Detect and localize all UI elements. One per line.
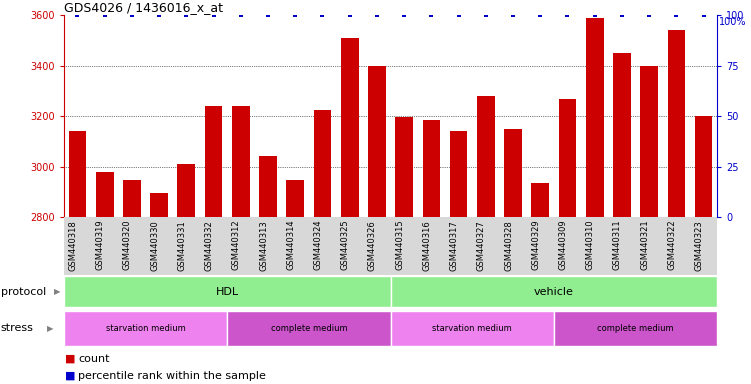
Point [398, 12, 410, 18]
Point [262, 12, 274, 18]
Point [316, 12, 328, 18]
Bar [423, 120, 440, 217]
Bar [559, 99, 576, 217]
Text: GDS4026 / 1436016_x_at: GDS4026 / 1436016_x_at [64, 1, 223, 14]
Text: GSM440317: GSM440317 [450, 220, 459, 271]
Text: GSM440328: GSM440328 [504, 220, 513, 271]
Text: GSM440311: GSM440311 [613, 220, 622, 270]
Bar [232, 106, 249, 217]
Point [589, 12, 601, 18]
Bar [477, 96, 495, 217]
Bar [391, 311, 554, 346]
Point [507, 12, 519, 18]
Point [126, 12, 138, 18]
Bar [64, 276, 391, 307]
Point [98, 12, 110, 18]
Point [562, 12, 574, 18]
Bar [532, 183, 549, 217]
Text: vehicle: vehicle [534, 287, 574, 297]
Point [425, 12, 437, 18]
Bar [341, 38, 358, 217]
Bar [613, 53, 631, 217]
Bar [150, 193, 168, 217]
Text: protocol: protocol [1, 287, 46, 297]
Text: stress: stress [1, 323, 34, 333]
Text: GSM440318: GSM440318 [68, 220, 77, 271]
Text: HDL: HDL [216, 287, 239, 297]
Point [71, 12, 83, 18]
Text: GSM440321: GSM440321 [640, 220, 649, 270]
Point [643, 12, 655, 18]
Bar [504, 129, 522, 217]
Point [453, 12, 465, 18]
Text: GSM440323: GSM440323 [695, 220, 704, 271]
Point [698, 12, 710, 18]
Text: GSM440314: GSM440314 [286, 220, 295, 270]
Text: complete medium: complete medium [270, 324, 347, 333]
Bar [391, 276, 717, 307]
Bar [554, 311, 717, 346]
Point [616, 12, 628, 18]
Bar [450, 131, 467, 217]
Text: GSM440332: GSM440332 [204, 220, 213, 271]
Text: GSM440319: GSM440319 [95, 220, 104, 270]
Text: GSM440330: GSM440330 [150, 220, 159, 271]
Bar [668, 30, 685, 217]
Point [289, 12, 301, 18]
Text: 100%: 100% [719, 17, 746, 27]
Point [180, 12, 192, 18]
Bar [259, 157, 277, 217]
Text: GSM440324: GSM440324 [313, 220, 322, 270]
Bar [368, 66, 386, 217]
Text: GSM440329: GSM440329 [531, 220, 540, 270]
Text: GSM440316: GSM440316 [422, 220, 431, 271]
Text: ■: ■ [65, 371, 76, 381]
Text: GSM440325: GSM440325 [341, 220, 350, 270]
Bar [641, 66, 658, 217]
Text: ▶: ▶ [54, 287, 61, 296]
Text: GSM440315: GSM440315 [395, 220, 404, 270]
Bar [286, 180, 304, 217]
Point [671, 12, 683, 18]
Point [153, 12, 165, 18]
Text: GSM440313: GSM440313 [259, 220, 268, 271]
Bar [695, 116, 713, 217]
Bar [96, 172, 113, 217]
Text: GSM440327: GSM440327 [477, 220, 486, 271]
Bar [314, 110, 331, 217]
Text: GSM440331: GSM440331 [177, 220, 186, 271]
Text: GSM440326: GSM440326 [368, 220, 377, 271]
Point [534, 12, 546, 18]
Point [344, 12, 356, 18]
Point [371, 12, 383, 18]
Text: GSM440312: GSM440312 [232, 220, 241, 270]
Text: complete medium: complete medium [597, 324, 674, 333]
Point [207, 12, 219, 18]
Text: GSM440322: GSM440322 [668, 220, 677, 270]
Text: ■: ■ [65, 354, 76, 364]
Point [235, 12, 247, 18]
Bar [123, 180, 140, 217]
Text: percentile rank within the sample: percentile rank within the sample [78, 371, 266, 381]
Bar [395, 118, 413, 217]
Bar [64, 311, 227, 346]
Bar [177, 164, 195, 217]
Bar [227, 311, 391, 346]
Bar [586, 18, 604, 217]
Text: starvation medium: starvation medium [106, 324, 185, 333]
Bar [64, 217, 717, 275]
Bar [205, 106, 222, 217]
Point [480, 12, 492, 18]
Bar [68, 131, 86, 217]
Text: ▶: ▶ [47, 324, 54, 333]
Text: GSM440309: GSM440309 [559, 220, 568, 270]
Text: GSM440310: GSM440310 [586, 220, 595, 270]
Text: GSM440320: GSM440320 [123, 220, 132, 270]
Text: starvation medium: starvation medium [433, 324, 512, 333]
Text: count: count [78, 354, 110, 364]
